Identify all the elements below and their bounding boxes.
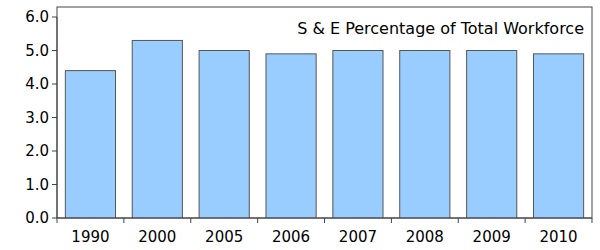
y-tick (52, 184, 57, 185)
bar (400, 51, 450, 219)
y-tick-label: 0.0 (25, 209, 49, 227)
bar (199, 51, 249, 219)
x-tick (190, 218, 191, 223)
bar (132, 40, 182, 218)
y-tick-label: 6.0 (25, 8, 49, 26)
x-tick (123, 218, 124, 223)
x-tick (592, 218, 593, 223)
bar (533, 54, 583, 218)
x-tick-label: 2009 (473, 228, 511, 246)
x-tick-label: 2000 (138, 228, 176, 246)
bar (333, 51, 383, 219)
x-tick-label: 2005 (205, 228, 243, 246)
x-tick (458, 218, 459, 223)
y-tick-label: 2.0 (25, 142, 49, 160)
chart: 0.0 1.0 2.0 3.0 4.0 5.0 6.0 1990 2000 2005 2006 200… (0, 0, 600, 250)
x-tick (57, 218, 58, 223)
x-axis (57, 218, 592, 219)
x-tick-label: 1990 (71, 228, 109, 246)
y-tick-label: 5.0 (25, 42, 49, 60)
x-tick-label: 2006 (272, 228, 310, 246)
y-tick (52, 84, 57, 85)
y-tick (52, 117, 57, 118)
plot-frame (57, 7, 592, 218)
y-tick (52, 218, 57, 219)
bars (65, 40, 583, 218)
x-tick-label: 2010 (539, 228, 577, 246)
y-tick-label: 3.0 (25, 109, 49, 127)
x-tick (525, 218, 526, 223)
y-tick (52, 151, 57, 152)
bar (467, 51, 517, 219)
y-tick (52, 50, 57, 51)
x-tick (257, 218, 258, 223)
x-tick-label: 2007 (339, 228, 377, 246)
y-tick (52, 17, 57, 18)
x-tick (324, 218, 325, 223)
x-tick-label: 2008 (406, 228, 444, 246)
x-tick (391, 218, 392, 223)
bar (266, 54, 316, 218)
title: S & E Percentage of Total Workforce (297, 19, 584, 38)
y-tick-label: 1.0 (25, 176, 49, 194)
y-tick-label: 4.0 (25, 75, 49, 93)
bar (65, 71, 115, 218)
